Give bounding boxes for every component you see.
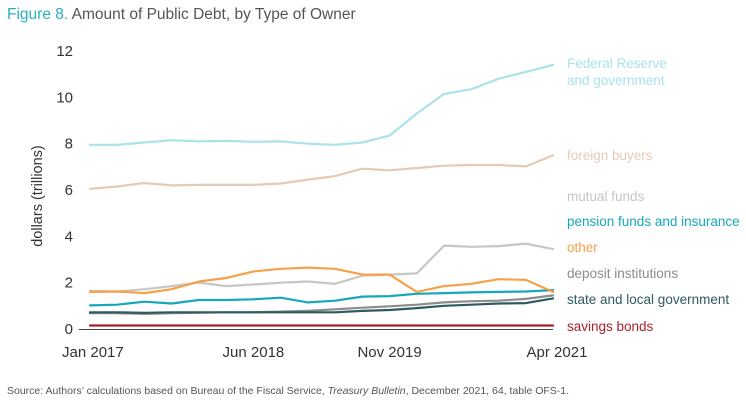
y-tick-label: 8: [65, 136, 73, 153]
series-lines: [88, 63, 555, 327]
debt-line-chart: 0 2 4 6 8 10 12 Jan 2017 Jun 2018 Nov 2019 Apr 20…: [30, 43, 740, 361]
figure-title-text: Amount of Public Debt, by Type of Owner: [71, 6, 356, 23]
source-prefix: Source: Authors’ calculations based on B…: [7, 385, 328, 397]
x-tick-label: Jan 2017: [62, 344, 124, 361]
y-tick-label: 0: [65, 321, 73, 338]
source-publication: Treasury Bulletin: [327, 385, 406, 397]
x-tick-label: Jun 2018: [223, 344, 285, 361]
legend-label: pension funds and insurance: [567, 214, 740, 229]
figure-title: Figure 8. Amount of Public Debt, by Type…: [7, 6, 356, 24]
y-axis-ticks: 0 2 4 6 8 10 12: [56, 43, 73, 338]
x-axis-ticks: Jan 2017 Jun 2018 Nov 2019 Apr 2021: [62, 344, 587, 361]
y-tick-label: 4: [65, 228, 73, 245]
legend: Federal Reserve and government foreign buy…: [567, 56, 740, 334]
y-tick-label: 6: [65, 182, 73, 199]
legend-label: foreign buyers: [567, 148, 653, 163]
series-line-federal-reserve-and-government: [88, 63, 555, 146]
y-axis-label: dollars (trillions): [30, 145, 46, 247]
y-tick-label: 10: [56, 89, 73, 106]
series-line-mutual-funds: [88, 242, 555, 293]
source-note: Source: Authors’ calculations based on B…: [7, 385, 569, 397]
legend-label: deposit institutions: [567, 266, 678, 281]
legend-label: other: [567, 240, 598, 255]
source-suffix: , December 2021, 64, table OFS-1.: [405, 385, 570, 397]
x-tick-label: Apr 2021: [527, 344, 588, 361]
legend-label: mutual funds: [567, 189, 645, 204]
series-line-pension-funds-and-insurance: [88, 289, 555, 307]
legend-label: savings bonds: [567, 319, 654, 334]
series-line-foreign-buyers: [88, 154, 555, 190]
series-line-state-and-local-government: [88, 297, 555, 314]
legend-label: Federal Reserve and government: [567, 56, 667, 88]
legend-label: state and local government: [567, 292, 729, 307]
series-line-other: [88, 266, 555, 295]
x-tick-label: Nov 2019: [357, 344, 421, 361]
y-tick-label: 12: [56, 43, 73, 60]
figure-number: Figure 8.: [7, 6, 69, 23]
y-tick-label: 2: [65, 275, 73, 292]
